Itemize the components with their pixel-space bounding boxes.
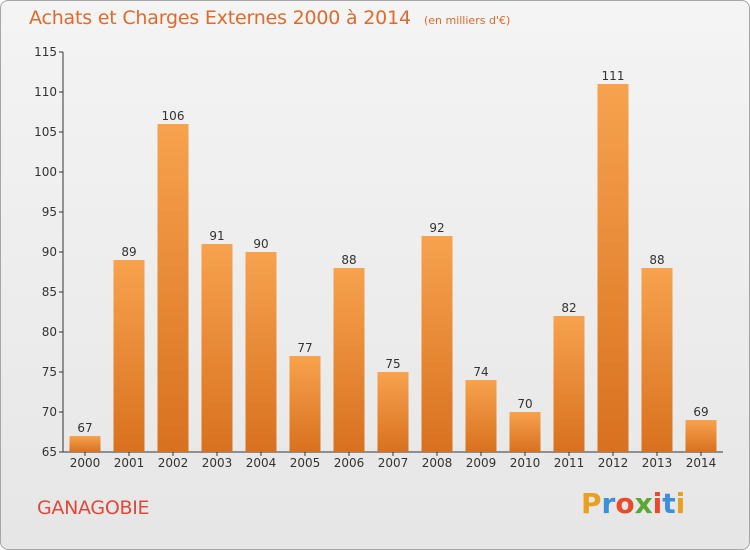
logo-letter: o — [615, 487, 635, 520]
bar-2009 — [465, 380, 497, 452]
x-tick-label: 2007 — [378, 456, 409, 470]
bar-2014 — [685, 420, 717, 452]
bar-value-label: 88 — [649, 253, 664, 267]
bar-2002 — [157, 124, 189, 452]
x-tick-label: 2008 — [422, 456, 453, 470]
x-tick-label: 2011 — [554, 456, 585, 470]
y-tick-label: 90 — [42, 245, 57, 259]
logo-letter: i — [675, 487, 686, 520]
x-tick-label: 2009 — [466, 456, 497, 470]
bar-value-label: 67 — [77, 421, 92, 435]
bar-value-label: 77 — [297, 341, 312, 355]
proxiti-logo: Proxiti — [581, 487, 685, 520]
bar-2004 — [245, 252, 277, 452]
commune-name: GANAGOBIE — [37, 497, 150, 519]
bar-value-label: 74 — [473, 365, 488, 379]
bar-value-label: 92 — [429, 221, 444, 235]
bar-value-label: 88 — [341, 253, 356, 267]
y-tick-label: 70 — [42, 405, 57, 419]
logo-letter: x — [634, 487, 653, 520]
y-tick-label: 80 — [42, 325, 57, 339]
bar-2007 — [377, 372, 409, 452]
bar-value-label: 75 — [385, 357, 400, 371]
y-tick-label: 85 — [42, 285, 57, 299]
y-tick-label: 115 — [34, 45, 57, 59]
bar-2012 — [597, 84, 629, 452]
logo-letter: P — [581, 487, 602, 520]
bar-value-label: 89 — [121, 245, 136, 259]
y-tick-label: 95 — [42, 205, 57, 219]
bar-2010 — [509, 412, 541, 452]
bar-value-label: 82 — [561, 301, 576, 315]
bar-value-label: 111 — [602, 69, 625, 83]
bar-2013 — [641, 268, 673, 452]
y-tick-label: 105 — [34, 125, 57, 139]
x-tick-label: 2010 — [510, 456, 541, 470]
bar-2006 — [333, 268, 365, 452]
chart-subtitle: (en milliers d'€) — [423, 14, 511, 27]
bar-2003 — [201, 244, 233, 452]
bar-value-label: 106 — [162, 109, 185, 123]
x-tick-label: 2003 — [202, 456, 233, 470]
y-tick-label: 75 — [42, 365, 57, 379]
y-tick-label: 110 — [34, 85, 57, 99]
x-tick-label: 2014 — [686, 456, 717, 470]
x-tick-label: 2005 — [290, 456, 321, 470]
x-tick-label: 2013 — [642, 456, 673, 470]
bar-value-label: 90 — [253, 237, 268, 251]
bar-value-label: 70 — [517, 397, 532, 411]
y-tick-label: 65 — [42, 445, 57, 459]
logo-letter: t — [662, 487, 676, 520]
x-tick-label: 2000 — [70, 456, 101, 470]
y-tick-label: 100 — [34, 165, 57, 179]
bar-value-label: 69 — [693, 405, 708, 419]
bar-2008 — [421, 236, 453, 452]
chart-title-group: Achats et Charges Externes 2000 à 2014 (… — [29, 7, 510, 29]
logo-letter: r — [601, 487, 616, 520]
x-tick-label: 2012 — [598, 456, 629, 470]
bar-value-label: 91 — [209, 229, 224, 243]
bar-2005 — [289, 356, 321, 452]
chart-title: Achats et Charges Externes 2000 à 2014 — [29, 7, 411, 29]
x-tick-label: 2002 — [158, 456, 189, 470]
x-tick-label: 2004 — [246, 456, 277, 470]
bar-2000 — [69, 436, 101, 452]
logo-letter: i — [652, 487, 663, 520]
bar-2011 — [553, 316, 585, 452]
x-tick-label: 2006 — [334, 456, 365, 470]
bar-2001 — [113, 260, 145, 452]
x-tick-label: 2001 — [114, 456, 145, 470]
